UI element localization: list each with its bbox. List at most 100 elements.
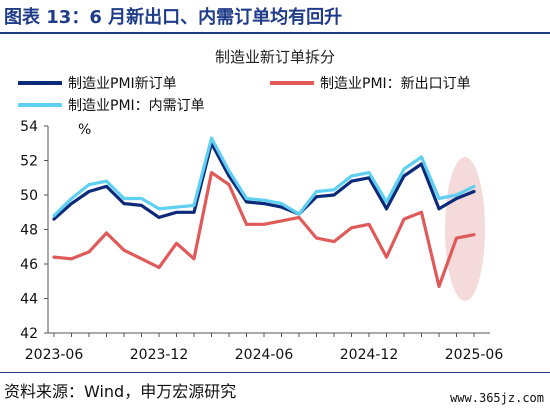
- series-2-point: [350, 174, 353, 178]
- series-2-point: [297, 212, 301, 216]
- highlight-ellipse: [445, 157, 485, 301]
- series-0-point: [367, 176, 371, 180]
- series-2-point: [210, 136, 213, 140]
- series-1-point: [280, 219, 283, 223]
- series-2-point: [367, 171, 371, 174]
- series-2-point: [262, 198, 266, 202]
- series-0-point: [437, 207, 441, 211]
- x-tick-label: 2024-06: [235, 347, 294, 363]
- series-0-point: [175, 210, 178, 214]
- series-1-point: [210, 171, 213, 174]
- series-0-point: [315, 195, 318, 199]
- series-0-point: [332, 193, 336, 197]
- series-2-point: [437, 197, 441, 200]
- series-1-point: [52, 255, 56, 259]
- figure-title: 图表 13：6 月新出口、内需订单均有回升: [4, 7, 343, 28]
- series-1-point: [455, 236, 458, 240]
- y-tick-label: 50: [20, 188, 38, 204]
- series-2-point: [280, 202, 283, 206]
- series-2-point: [52, 214, 56, 218]
- series-group: [52, 136, 476, 288]
- series-0-point: [52, 217, 56, 221]
- series-line-0: [52, 141, 476, 221]
- series-2-point: [472, 184, 476, 188]
- series-0-point: [402, 174, 406, 178]
- series-1-point: [437, 285, 441, 288]
- series-2-point: [175, 205, 178, 209]
- series-0-point: [140, 203, 143, 207]
- legend-label-2: 制造业PMI：内需订单: [68, 98, 205, 114]
- series-1-point: [402, 217, 406, 221]
- series-2-point: [227, 169, 231, 173]
- series-2-point: [140, 197, 143, 200]
- y-tick-label: 46: [20, 257, 38, 273]
- series-1-point: [420, 210, 423, 214]
- series-2-point: [87, 183, 91, 187]
- series-1-point: [140, 257, 143, 261]
- series-0-point: [122, 202, 126, 206]
- source-rule: [0, 372, 550, 373]
- series-2-point: [122, 197, 126, 200]
- series-1-point: [367, 222, 371, 226]
- series-0-point: [245, 200, 248, 204]
- y-tick-label: 54: [20, 119, 38, 135]
- series-1-point: [227, 183, 231, 187]
- series-0-point: [70, 202, 73, 206]
- y-axis-unit-label: %: [78, 122, 91, 138]
- series-1-point: [87, 250, 91, 254]
- legend-label-0: 制造业PMI新订单: [68, 76, 177, 92]
- source-note: 资料来源：Wind，申万宏源研究: [4, 382, 237, 401]
- title-rule: [0, 32, 550, 34]
- x-ticks: 2023-06 2023-12 2024-06 2024-12 2025-06: [25, 333, 504, 363]
- y-tick-label: 44: [20, 292, 38, 308]
- series-1-point: [315, 236, 318, 240]
- x-tick-label: 2025-06: [445, 347, 504, 363]
- series-1-point: [175, 241, 178, 245]
- y-ticks: 42 44 46 48 50 52 54: [20, 119, 48, 342]
- series-2-point: [192, 203, 196, 207]
- series-0-point: [105, 184, 108, 188]
- series-2-point: [315, 190, 318, 193]
- chart: 制造业新订单拆分 制造业PMI新订单 制造业PMI：新出口订单制造业PMI：内需订…: [18, 48, 504, 363]
- series-0-point: [420, 162, 423, 166]
- series-1-point: [350, 226, 353, 230]
- series-1-point: [122, 248, 126, 252]
- y-tick-label: 42: [20, 326, 38, 342]
- series-0-point: [87, 190, 91, 193]
- watermark: www.365jz.com: [450, 391, 544, 405]
- series-2-point: [105, 179, 108, 183]
- chart-title: 制造业新订单拆分: [215, 48, 335, 66]
- series-0-point: [262, 202, 266, 206]
- series-0-point: [350, 179, 353, 183]
- series-0-point: [157, 216, 161, 219]
- x-tick-label: 2023-06: [25, 347, 84, 363]
- series-0-point: [192, 210, 196, 214]
- series-0-point: [385, 207, 388, 211]
- series-1-point: [385, 255, 388, 259]
- x-tick-label: 2023-12: [130, 347, 189, 363]
- series-2-point: [245, 197, 248, 200]
- series-1-point: [262, 222, 266, 226]
- series-2-point: [157, 207, 161, 211]
- series-0-point: [280, 205, 283, 209]
- series-0-point: [455, 197, 458, 200]
- series-1-point: [297, 216, 301, 219]
- series-2-point: [385, 200, 388, 204]
- series-0-point: [472, 190, 476, 193]
- series-2-point: [420, 155, 423, 159]
- series-1-point: [192, 257, 196, 261]
- series-1-point: [245, 222, 248, 226]
- y-tick-label: 48: [20, 223, 38, 239]
- legend-label-1: 制造业PMI：新出口订单: [320, 76, 471, 92]
- series-1-point: [157, 266, 161, 269]
- y-tick-label: 52: [20, 154, 38, 170]
- series-0-point: [227, 174, 231, 178]
- x-tick-label: 2024-12: [340, 347, 399, 363]
- series-1-point: [105, 231, 108, 235]
- series-2-point: [455, 193, 458, 197]
- series-2-point: [70, 197, 73, 200]
- series-2-point: [332, 188, 336, 192]
- series-1-point: [472, 233, 476, 237]
- series-1-point: [332, 240, 336, 243]
